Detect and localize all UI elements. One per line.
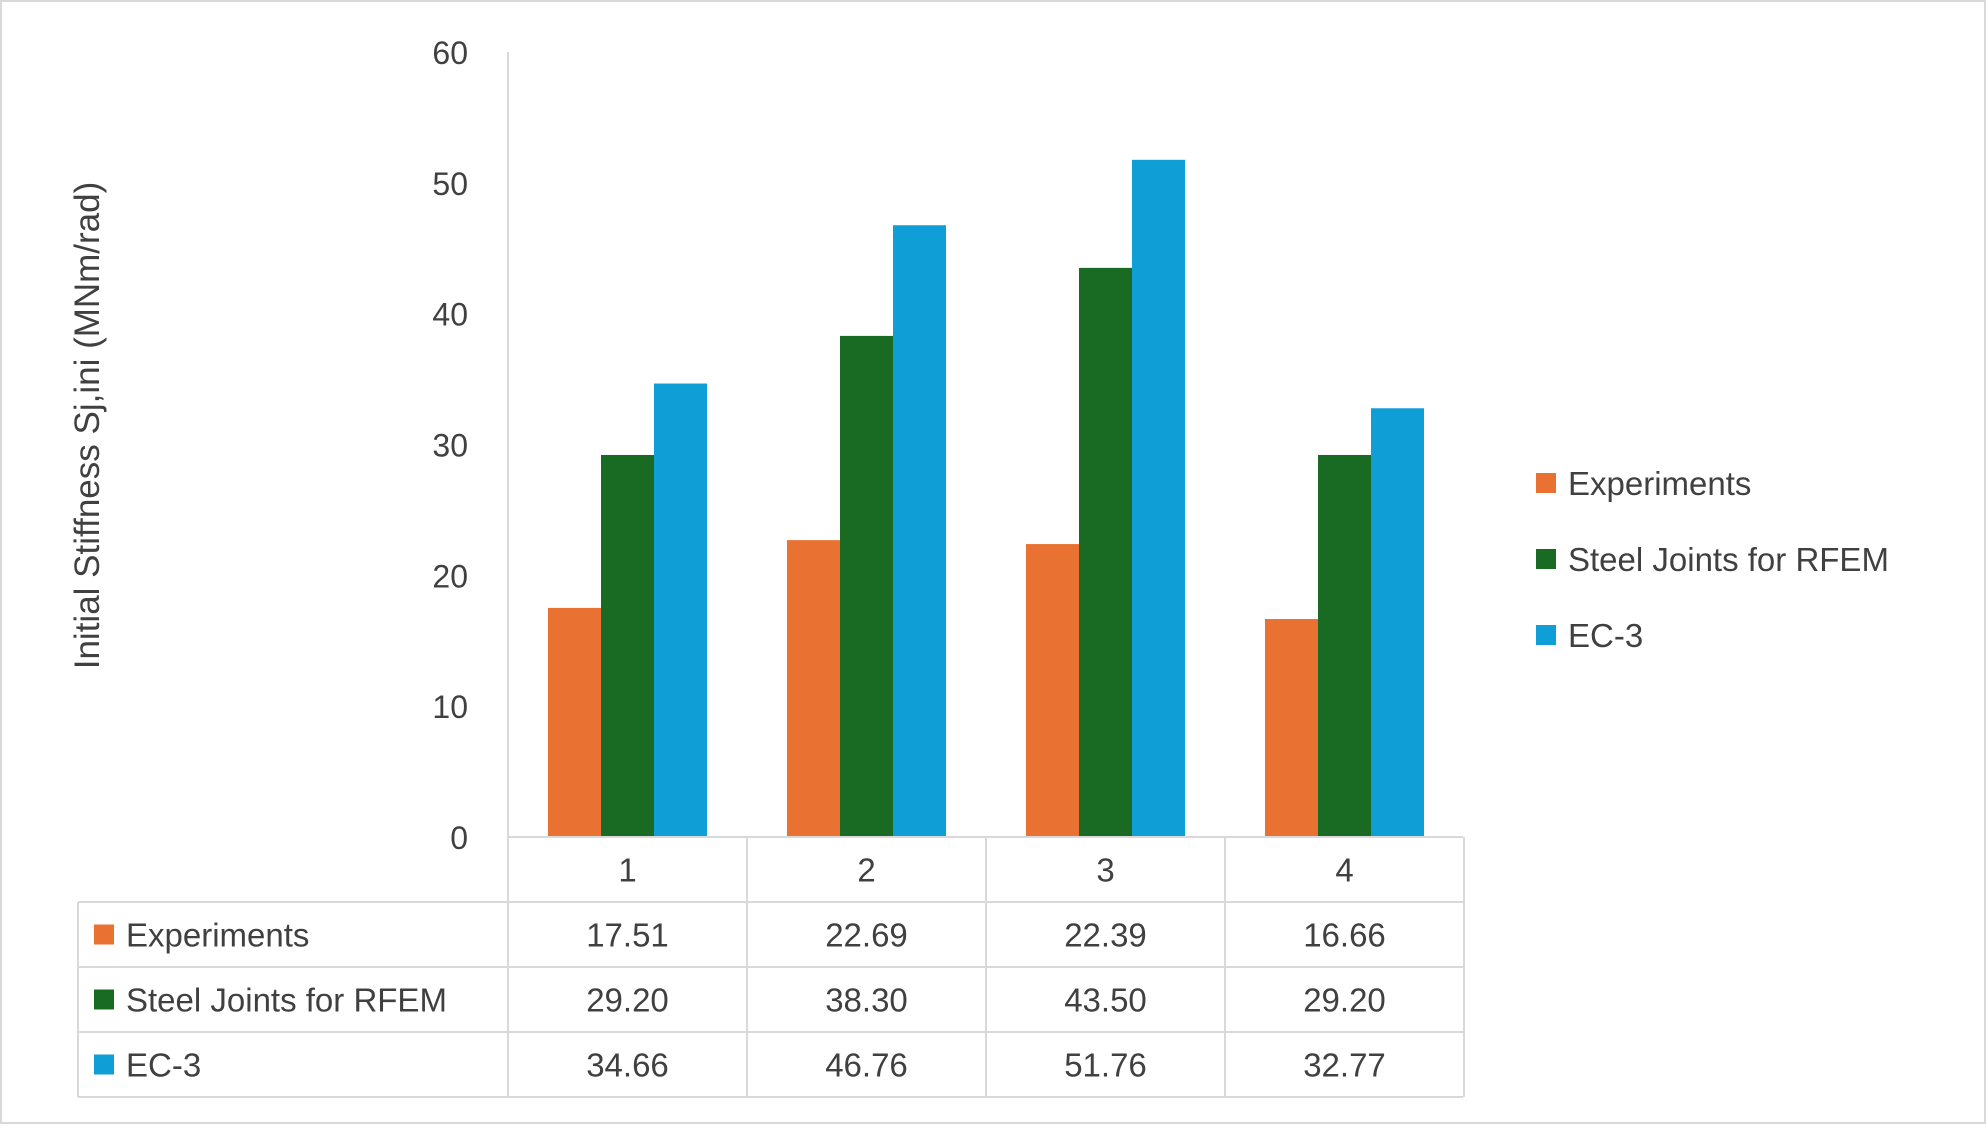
bar	[840, 335, 893, 837]
legend-key	[1536, 549, 1556, 569]
table-value: 22.69	[825, 917, 908, 954]
table-value: 38.30	[825, 982, 908, 1019]
table-series-name: EC-3	[126, 1047, 201, 1084]
bar	[893, 225, 946, 837]
bar	[1318, 454, 1371, 837]
y-tick-label: 50	[432, 166, 468, 202]
table-legend-key	[94, 1054, 114, 1075]
x-tick-label: 4	[1335, 852, 1353, 889]
legend-key	[1536, 625, 1556, 645]
bar	[787, 540, 840, 837]
legend-label: Experiments	[1568, 465, 1751, 502]
table-value: 51.76	[1064, 1047, 1147, 1084]
table-series-name: Experiments	[126, 917, 309, 954]
y-tick-label: 40	[432, 297, 468, 333]
table-value: 43.50	[1064, 982, 1147, 1019]
table-value: 22.39	[1064, 917, 1147, 954]
y-tick-label: 30	[432, 428, 468, 464]
legend-label: EC-3	[1568, 617, 1643, 654]
y-tick-label: 60	[432, 35, 468, 71]
x-tick-label: 3	[1096, 852, 1114, 889]
x-tick-label: 1	[618, 852, 636, 889]
bar	[1265, 619, 1318, 837]
y-tick-label: 20	[432, 558, 468, 594]
legend-key	[1536, 473, 1556, 493]
table-series-name: Steel Joints for RFEM	[126, 982, 447, 1019]
table-value: 16.66	[1303, 917, 1386, 954]
x-tick-label: 2	[857, 852, 875, 889]
bar	[601, 454, 654, 837]
table-value: 17.51	[586, 917, 669, 954]
table-value: 46.76	[825, 1047, 908, 1084]
y-axis-title: Initial Stiffness Sj,ini (MNm/rad)	[68, 182, 107, 670]
table-value: 29.20	[586, 982, 669, 1019]
table-legend-key	[94, 989, 114, 1010]
bar	[654, 383, 707, 837]
bar	[548, 607, 601, 837]
table-value: 32.77	[1303, 1047, 1386, 1084]
bar	[1371, 408, 1424, 837]
y-tick-label: 0	[450, 820, 468, 856]
table-value: 29.20	[1303, 982, 1386, 1019]
y-tick-label: 10	[432, 689, 468, 725]
table-value: 34.66	[586, 1047, 669, 1084]
bar	[1079, 267, 1132, 837]
bar	[1132, 159, 1185, 838]
table-legend-key	[94, 924, 114, 945]
bar	[1026, 544, 1079, 837]
legend-label: Steel Joints for RFEM	[1568, 541, 1889, 578]
